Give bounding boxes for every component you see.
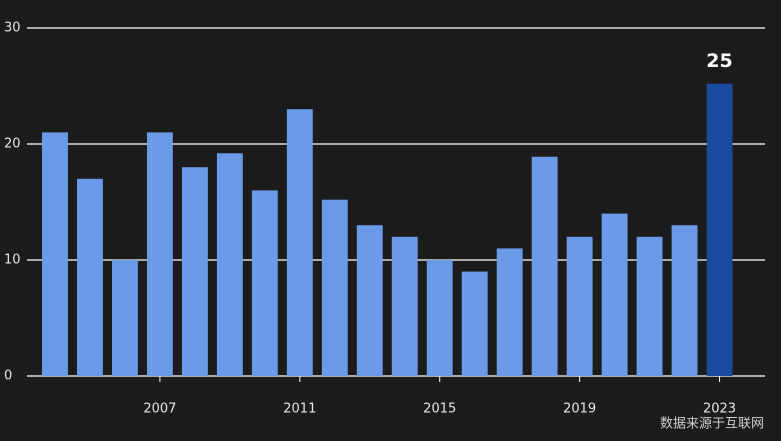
y-tick-label: 20 — [4, 137, 21, 152]
bar — [531, 156, 558, 376]
bar — [77, 178, 103, 376]
bar — [636, 236, 663, 376]
x-tick-label: 2015 — [423, 402, 456, 417]
bar — [251, 190, 278, 376]
bar — [42, 132, 68, 376]
bar — [496, 248, 523, 376]
y-tick-label: 30 — [4, 21, 21, 36]
watermark: 数据来源于互联网 — [660, 417, 764, 432]
y-tick-label: 0 — [4, 369, 12, 384]
x-tick-label: 2011 — [283, 402, 316, 417]
bar — [181, 167, 208, 376]
bar — [391, 236, 418, 376]
x-tick-label: 2023 — [703, 402, 736, 417]
bar — [321, 199, 348, 376]
bar — [216, 153, 243, 376]
bar — [286, 109, 313, 376]
bar — [671, 225, 698, 376]
bar — [111, 260, 138, 376]
bar — [566, 236, 593, 376]
value-label: 25 — [706, 50, 732, 72]
x-tick-label: 2007 — [143, 402, 176, 417]
bar — [146, 132, 173, 376]
x-tick-label: 2019 — [563, 402, 596, 417]
bar — [601, 213, 628, 376]
bar — [461, 271, 488, 376]
y-tick-label: 10 — [4, 253, 21, 268]
bar — [706, 83, 733, 377]
bar — [356, 225, 383, 376]
bar — [426, 260, 453, 376]
